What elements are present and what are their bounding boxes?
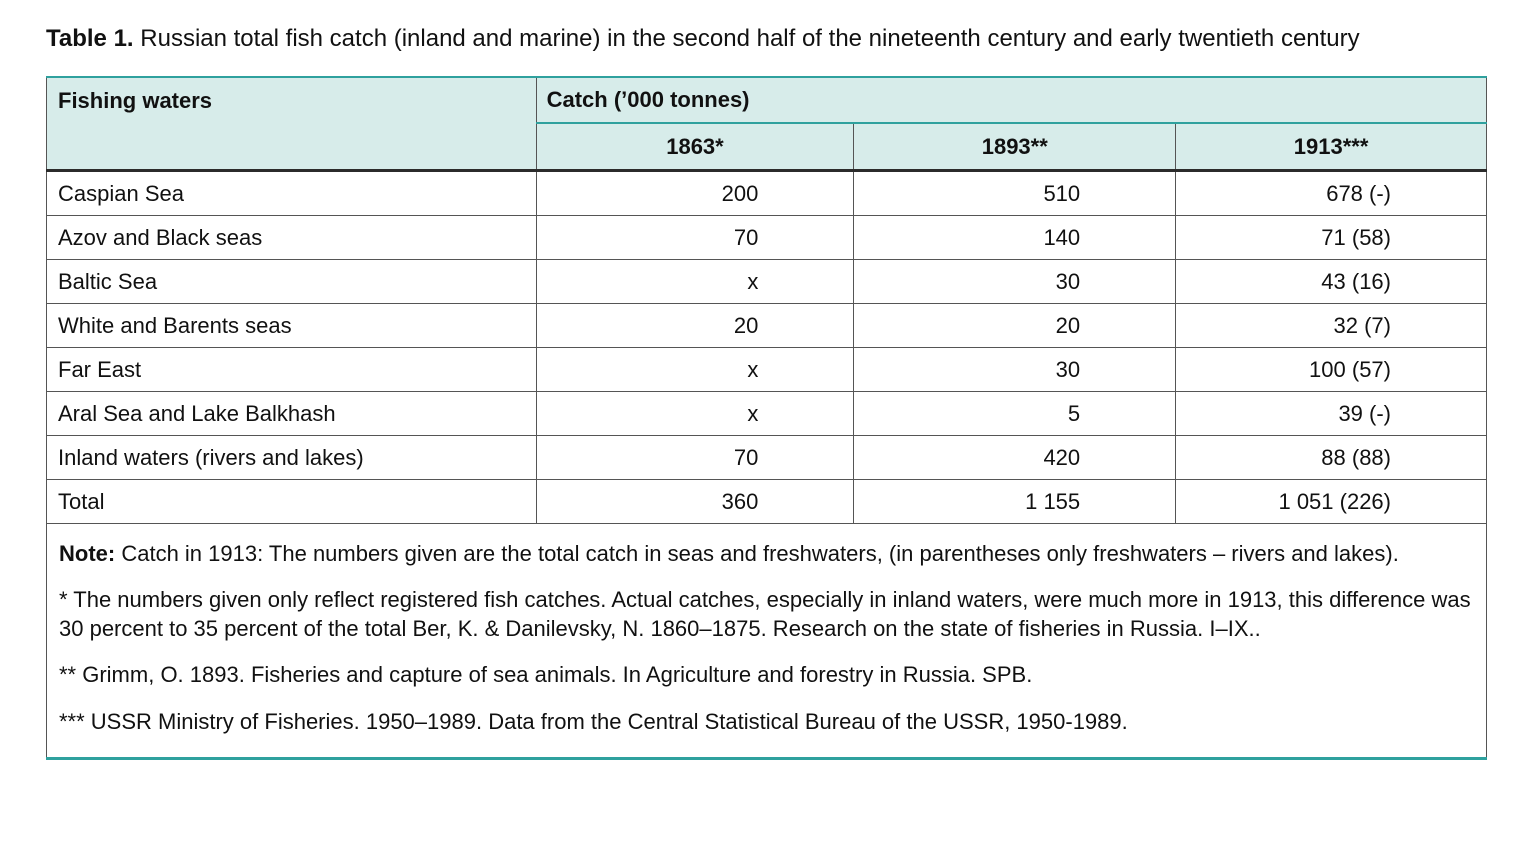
note-general: Note: Catch in 1913: The numbers given a… xyxy=(59,540,1472,569)
cell-1913: 100 (57) xyxy=(1175,347,1487,392)
header-row-group: Fishing waters Catch (’000 tonnes) xyxy=(46,76,1487,172)
cell-1913: 1 051 (226) xyxy=(1175,479,1487,524)
cell-1913: 88 (88) xyxy=(1175,435,1487,480)
header-row-years: 1863* 1893** 1913*** xyxy=(47,122,1487,172)
table-caption-text: Russian total fish catch (inland and mar… xyxy=(133,25,1360,52)
table-row-white-barents-seas: White and Barents seas 20 20 32 (7) xyxy=(46,303,1487,348)
cell-1893: 5 xyxy=(853,391,1177,436)
document-page: Table 1. Russian total fish catch (inlan… xyxy=(46,22,1487,760)
table-body: Caspian Sea 200 510 678 (-) Azov and Bla… xyxy=(46,170,1487,524)
cell-1863: x xyxy=(536,259,855,304)
cell-1893: 1 155 xyxy=(853,479,1177,524)
table-header: Fishing waters Catch (’000 tonnes) 1863*… xyxy=(46,76,1487,172)
cell-1893: 20 xyxy=(853,303,1177,348)
cell-1863: 70 xyxy=(536,215,855,260)
cell-1863: 20 xyxy=(536,303,855,348)
cell-1863: x xyxy=(536,391,855,436)
fish-catch-table: Fishing waters Catch (’000 tonnes) 1863*… xyxy=(46,75,1487,760)
cell-1913: 32 (7) xyxy=(1175,303,1487,348)
table-row-inland-waters: Inland waters (rivers and lakes) 70 420 … xyxy=(46,435,1487,480)
cell-1863: 200 xyxy=(536,170,855,216)
table-row-total: Total 360 1 155 1 051 (226) xyxy=(46,479,1487,524)
cell-1913: 39 (-) xyxy=(1175,391,1487,436)
note-footnote-1913: *** USSR Ministry of Fisheries. 1950–198… xyxy=(59,708,1472,737)
column-header-1913: 1913*** xyxy=(1175,122,1487,172)
table-row-aral-balkhash: Aral Sea and Lake Balkhash x 5 39 (-) xyxy=(46,391,1487,436)
note-text: ** Grimm, O. 1893. Fisheries and capture… xyxy=(59,662,1033,688)
cell-1893: 420 xyxy=(853,435,1177,480)
table-row-azov-black-seas: Azov and Black seas 70 140 71 (58) xyxy=(46,215,1487,260)
column-header-1893: 1893** xyxy=(853,122,1177,172)
note-text: Catch in 1913: The numbers given are the… xyxy=(115,540,1399,566)
row-label: Azov and Black seas xyxy=(46,215,537,260)
cell-1863: x xyxy=(536,347,855,392)
table-caption: Table 1. Russian total fish catch (inlan… xyxy=(46,22,1487,56)
row-label: Inland waters (rivers and lakes) xyxy=(46,435,537,480)
row-label: White and Barents seas xyxy=(46,303,537,348)
column-group-header-catch: Catch (’000 tonnes) xyxy=(536,76,1487,124)
cell-1913: 678 (-) xyxy=(1175,170,1487,216)
table-row-baltic-sea: Baltic Sea x 30 43 (16) xyxy=(46,259,1487,304)
table-caption-number: Table 1. xyxy=(46,25,134,52)
cell-1893: 510 xyxy=(853,170,1177,216)
note-footnote-1863: * The numbers given only reflect registe… xyxy=(59,586,1472,643)
cell-1913: 71 (58) xyxy=(1175,215,1487,260)
row-label: Aral Sea and Lake Balkhash xyxy=(46,391,537,436)
column-header-fishing-waters: Fishing waters xyxy=(46,76,537,172)
row-label: Baltic Sea xyxy=(46,259,537,304)
cell-1913: 43 (16) xyxy=(1175,259,1487,304)
cell-1863: 360 xyxy=(536,479,855,524)
cell-1863: 70 xyxy=(536,435,855,480)
table-footer: Note: Catch in 1913: The numbers given a… xyxy=(46,523,1487,760)
note-text: * The numbers given only reflect registe… xyxy=(59,587,1471,641)
table-notes: Note: Catch in 1913: The numbers given a… xyxy=(46,523,1487,760)
notes-row: Note: Catch in 1913: The numbers given a… xyxy=(46,523,1487,760)
table-row-far-east: Far East x 30 100 (57) xyxy=(46,347,1487,392)
row-label: Total xyxy=(46,479,537,524)
note-lead: Note: xyxy=(59,540,116,566)
row-label: Caspian Sea xyxy=(46,170,537,216)
cell-1893: 30 xyxy=(853,259,1177,304)
cell-1893: 30 xyxy=(853,347,1177,392)
column-header-1863: 1863* xyxy=(536,122,855,172)
cell-1893: 140 xyxy=(853,215,1177,260)
note-footnote-1893: ** Grimm, O. 1893. Fisheries and capture… xyxy=(59,661,1472,690)
row-label: Far East xyxy=(46,347,537,392)
table-row-caspian-sea: Caspian Sea 200 510 678 (-) xyxy=(46,170,1487,216)
note-text: *** USSR Ministry of Fisheries. 1950–198… xyxy=(59,708,1128,734)
